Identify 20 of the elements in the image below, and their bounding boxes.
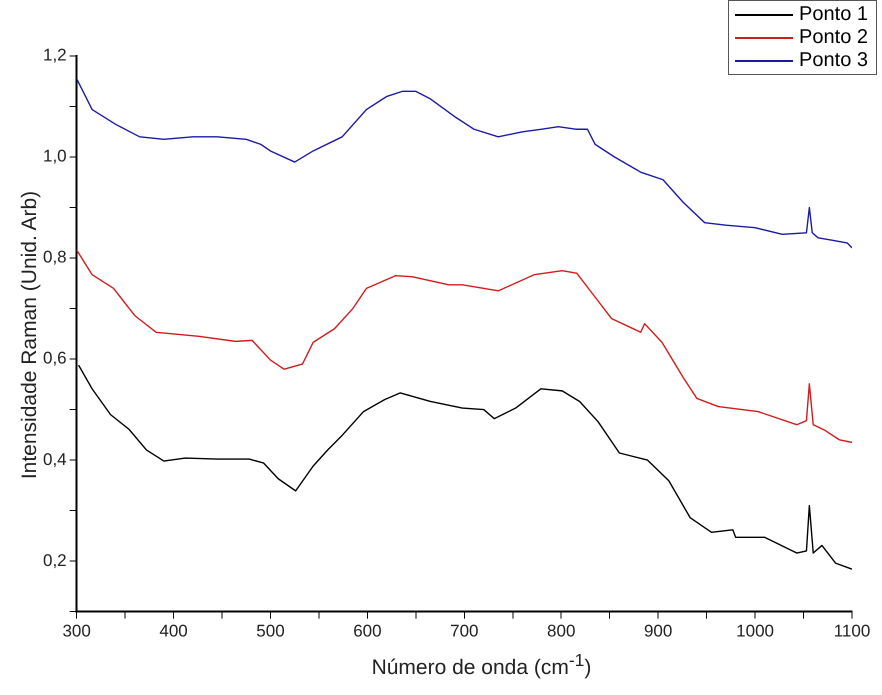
y-tick-label: 1,2 xyxy=(42,46,67,65)
x-tick-label: 400 xyxy=(159,621,188,640)
x-tick-label: 1000 xyxy=(736,621,774,640)
x-tick-label: 800 xyxy=(547,621,576,640)
x-tick-label: 300 xyxy=(62,621,91,640)
y-tick-label: 0,8 xyxy=(42,248,67,267)
legend-label: Ponto 2 xyxy=(799,26,868,49)
y-axis-title: Intensidade Raman (Unid. Arb) xyxy=(18,190,42,480)
y-tick-label: 1,0 xyxy=(42,146,67,166)
x-axis-title: Número de onda (cm$^{-1}$) xyxy=(370,650,592,680)
legend-label: Ponto 1 xyxy=(799,3,868,26)
y-tick-label: 0,6 xyxy=(42,348,67,368)
x-tick-label: 500 xyxy=(256,621,285,640)
x-tick-label: 600 xyxy=(353,621,382,640)
x-tick-label: 1100 xyxy=(834,621,870,640)
legend-label: Ponto 3 xyxy=(799,49,868,72)
y-tick-label: 0,2 xyxy=(42,550,67,570)
y-tick-label: 0,4 xyxy=(42,450,67,469)
x-tick-label: 900 xyxy=(644,621,672,640)
x-tick-label: 700 xyxy=(450,621,479,640)
